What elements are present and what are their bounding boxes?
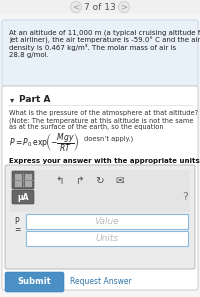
Text: =: = — [14, 225, 20, 235]
Text: (Note: The temperature at this altitude is not the same: (Note: The temperature at this altitude … — [9, 117, 194, 124]
Text: as at the surface of the earth, so the equation: as at the surface of the earth, so the e… — [9, 124, 164, 130]
Text: >: > — [120, 2, 128, 12]
Text: $P = P_0\,\mathrm{exp}\!\left(-\dfrac{Mgy}{RT}\right)$: $P = P_0\,\mathrm{exp}\!\left(-\dfrac{Mg… — [9, 132, 79, 154]
FancyBboxPatch shape — [2, 86, 198, 290]
Text: ↻: ↻ — [96, 176, 104, 186]
FancyBboxPatch shape — [0, 0, 200, 14]
Text: Value: Value — [95, 217, 119, 226]
Text: ?: ? — [182, 192, 188, 202]
Text: 28.8 g/mol.: 28.8 g/mol. — [9, 51, 49, 58]
Text: Part A: Part A — [19, 95, 50, 104]
Text: ▾: ▾ — [10, 95, 14, 104]
Bar — [24, 181, 32, 187]
Bar — [24, 173, 32, 179]
Text: ↰: ↰ — [56, 176, 64, 186]
FancyBboxPatch shape — [5, 272, 64, 292]
Text: ↱: ↱ — [76, 176, 84, 186]
FancyBboxPatch shape — [12, 171, 34, 189]
FancyBboxPatch shape — [2, 20, 198, 86]
FancyBboxPatch shape — [12, 190, 34, 204]
FancyBboxPatch shape — [5, 165, 195, 269]
Text: Submit: Submit — [18, 277, 51, 287]
FancyBboxPatch shape — [26, 214, 188, 229]
Circle shape — [70, 1, 82, 12]
Bar — [14, 181, 22, 187]
Text: Express your answer with the appropriate units.: Express your answer with the appropriate… — [9, 158, 200, 164]
Text: doesn’t apply.): doesn’t apply.) — [84, 136, 133, 143]
Text: P: P — [15, 217, 19, 227]
Text: At an altitude of 11,000 m (a typical cruising altitude for a: At an altitude of 11,000 m (a typical cr… — [9, 29, 200, 36]
Text: What is the pressure of the atmosphere at that altitude?: What is the pressure of the atmosphere a… — [9, 110, 198, 116]
Text: ✉: ✉ — [116, 176, 124, 186]
Circle shape — [118, 1, 130, 12]
Text: 7 of 13: 7 of 13 — [84, 2, 116, 12]
FancyBboxPatch shape — [10, 170, 190, 212]
Text: Units: Units — [95, 234, 119, 243]
Bar — [14, 173, 22, 179]
Text: μA: μA — [17, 192, 29, 201]
Text: Request Answer: Request Answer — [70, 277, 132, 287]
FancyBboxPatch shape — [26, 231, 188, 246]
Text: <: < — [72, 2, 80, 12]
Text: density is 0.467 kg/m³. The molar mass of air is: density is 0.467 kg/m³. The molar mass o… — [9, 44, 176, 51]
FancyBboxPatch shape — [0, 14, 200, 22]
Text: jet airliner), the air temperature is -59.0° C and the air: jet airliner), the air temperature is -5… — [9, 37, 200, 44]
